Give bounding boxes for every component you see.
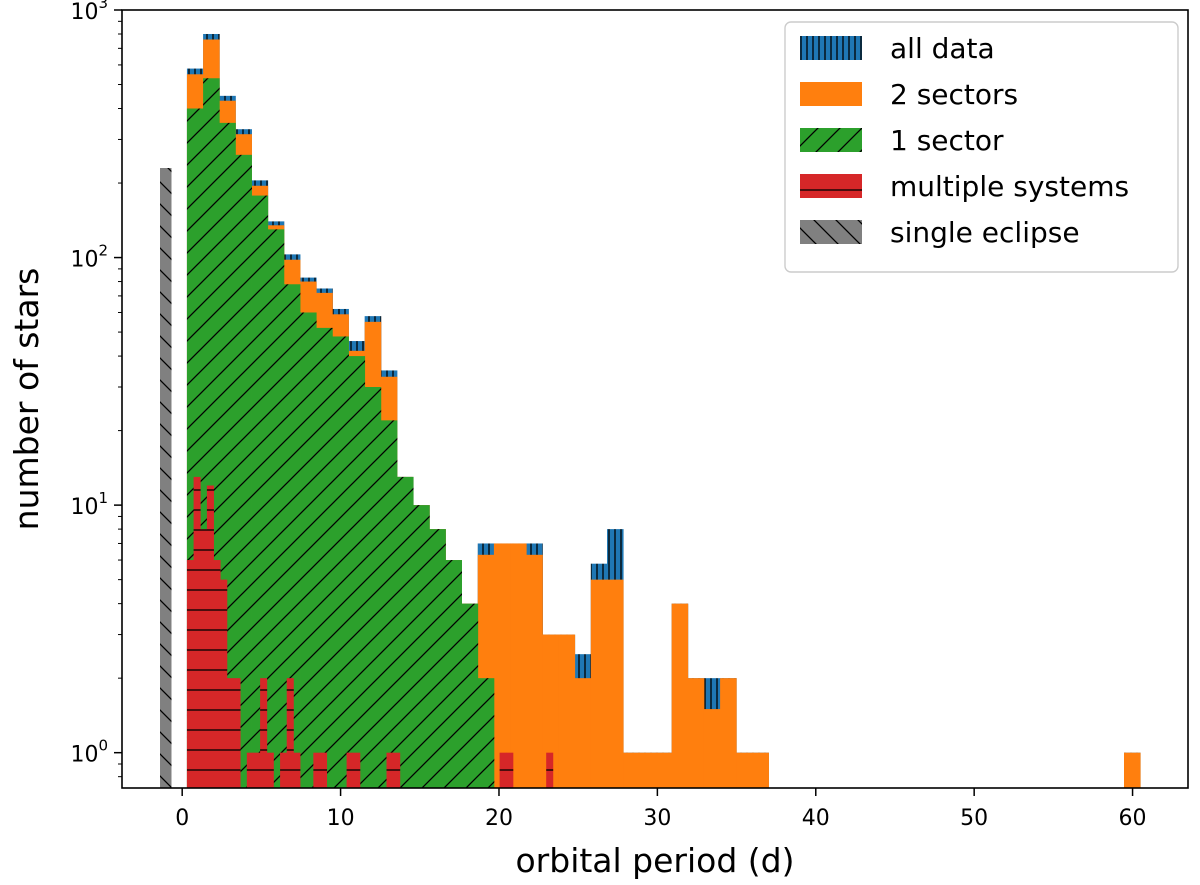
bar-multiple-systems bbox=[293, 752, 301, 788]
y-tick-label: 103 bbox=[70, 0, 108, 25]
x-tick-label: 60 bbox=[1119, 806, 1147, 831]
bar-1-sector bbox=[300, 312, 317, 788]
bar-1-sector bbox=[396, 476, 414, 788]
bar-multiple-systems bbox=[313, 752, 321, 788]
bar-2-sectors bbox=[558, 634, 576, 788]
bar-2-sectors bbox=[736, 752, 753, 788]
x-tick-label: 30 bbox=[643, 806, 671, 831]
bar-1-sector bbox=[316, 327, 333, 788]
bar-multiple-systems bbox=[193, 476, 201, 788]
bar-2-sectors bbox=[493, 543, 511, 788]
bar-multiple-systems bbox=[319, 752, 328, 788]
bar-2-sectors bbox=[590, 579, 608, 788]
bar-1-sector bbox=[348, 356, 366, 788]
x-axis: 0 10 20 30 40 50 60 bbox=[175, 788, 1147, 831]
bar-multiple-systems bbox=[233, 678, 241, 788]
plot-area bbox=[160, 33, 1141, 789]
bar-multiple-systems bbox=[386, 752, 394, 788]
bar-2-sectors bbox=[671, 603, 689, 788]
bar-multiple-systems bbox=[266, 752, 274, 788]
bar-multiple-systems bbox=[280, 752, 288, 788]
x-axis-label: orbital period (d) bbox=[515, 841, 794, 880]
bar-2-sectors bbox=[720, 678, 737, 788]
series-multiple-systems bbox=[186, 476, 554, 788]
bar-1-sector bbox=[380, 420, 398, 788]
legend-frame bbox=[784, 21, 1179, 273]
x-tick-label: 10 bbox=[327, 806, 355, 831]
bar-multiple-systems bbox=[393, 752, 401, 788]
legend-swatch-multiple-systems bbox=[800, 174, 862, 198]
bar-multiple-systems bbox=[200, 529, 208, 788]
bar-1-sector bbox=[267, 229, 285, 789]
bar-2-sectors bbox=[574, 678, 592, 788]
x-tick-label: 0 bbox=[175, 806, 189, 831]
bar-multiple-systems bbox=[226, 678, 234, 788]
bar-multiple-systems bbox=[260, 678, 268, 788]
bar-2-sectors bbox=[639, 752, 656, 788]
legend-swatch-2-sectors bbox=[800, 82, 862, 106]
y-axis: 100 101 102 103 bbox=[70, 0, 122, 778]
bar-1-sector bbox=[332, 336, 349, 788]
legend-label-single-eclipse: single eclipse bbox=[890, 216, 1080, 249]
bar-2-sectors bbox=[687, 678, 705, 788]
bar-2-sectors bbox=[510, 543, 527, 788]
x-tick-label: 50 bbox=[960, 806, 988, 831]
y-tick-label: 101 bbox=[70, 489, 108, 520]
bar-2-sectors bbox=[752, 752, 769, 788]
bar-2-sectors bbox=[607, 579, 624, 788]
bar-multiple-systems bbox=[220, 579, 228, 788]
y-tick-label: 102 bbox=[70, 242, 108, 273]
bar-1-sector bbox=[477, 678, 495, 788]
x-tick-label: 40 bbox=[802, 806, 830, 831]
legend: all data 2 sectors 1 sector multiple system… bbox=[784, 21, 1179, 273]
legend-swatch-1-sector bbox=[800, 128, 862, 152]
bar-single-eclipse bbox=[160, 168, 172, 788]
bar-multiple-systems bbox=[186, 560, 194, 788]
bar-multiple-systems bbox=[246, 752, 254, 788]
legend-label-2-sectors: 2 sectors bbox=[890, 78, 1018, 111]
bar-2-sectors bbox=[542, 634, 559, 788]
bar-2-sectors bbox=[1124, 752, 1141, 788]
bar-multiple-systems bbox=[546, 752, 554, 788]
bar-2-sectors bbox=[703, 709, 721, 788]
series-single-eclipse bbox=[160, 168, 172, 788]
bar-1-sector bbox=[251, 195, 269, 788]
bar-1-sector bbox=[429, 529, 446, 788]
bar-multiple-systems bbox=[253, 752, 261, 788]
bar-1-sector bbox=[364, 387, 382, 788]
legend-swatch-all-data bbox=[800, 36, 862, 60]
bar-multiple-systems bbox=[286, 678, 294, 788]
bar-multiple-systems bbox=[213, 560, 221, 788]
bar-2-sectors bbox=[526, 554, 543, 788]
bar-2-sectors bbox=[623, 752, 640, 788]
bar-1-sector bbox=[235, 154, 252, 788]
legend-label-all-data: all data bbox=[890, 32, 995, 65]
axes-frame bbox=[121, 9, 1189, 789]
y-tick-label: 100 bbox=[70, 737, 108, 768]
bar-multiple-systems bbox=[506, 752, 514, 788]
bar-1-sector bbox=[461, 603, 479, 788]
legend-label-multiple-systems: multiple systems bbox=[890, 170, 1129, 203]
bar-1-sector bbox=[283, 284, 301, 788]
bar-2-sectors bbox=[655, 752, 673, 788]
bar-multiple-systems bbox=[353, 752, 361, 788]
y-axis-label: number of stars bbox=[7, 268, 46, 531]
bar-1-sector bbox=[445, 560, 462, 788]
legend-swatch-single-eclipse bbox=[800, 220, 862, 244]
bar-multiple-systems bbox=[499, 752, 507, 788]
x-tick-label: 20 bbox=[485, 806, 513, 831]
bar-1-sector bbox=[413, 505, 430, 788]
legend-label-1-sector: 1 sector bbox=[890, 124, 1004, 157]
bar-multiple-systems bbox=[346, 752, 354, 788]
bar-multiple-systems bbox=[206, 485, 214, 788]
series-1-sector bbox=[186, 78, 495, 789]
